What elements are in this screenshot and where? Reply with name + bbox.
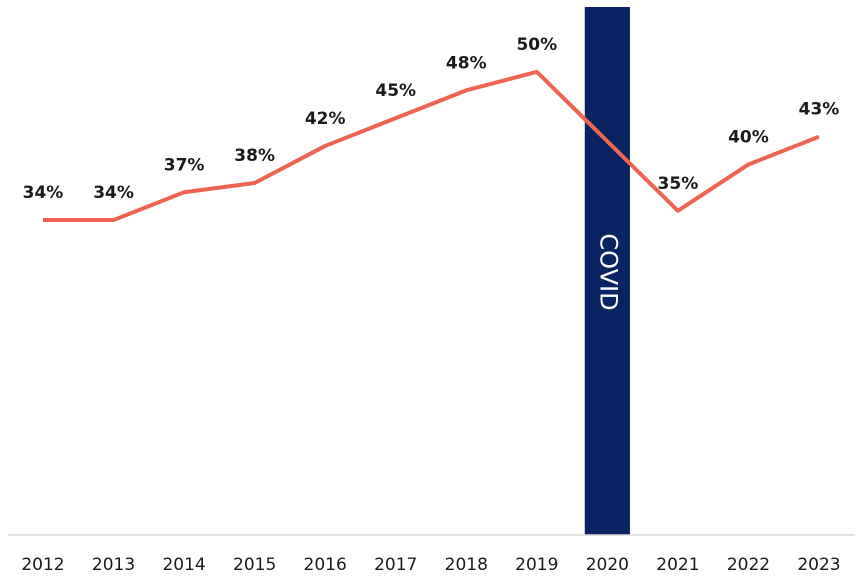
x-tick-label: 2022	[727, 555, 770, 575]
data-label: 37%	[164, 155, 205, 175]
data-label: 45%	[375, 81, 416, 101]
annotation-label: COVID	[594, 233, 622, 310]
x-tick-label: 2019	[515, 555, 558, 575]
data-label: 34%	[23, 183, 64, 203]
data-line	[43, 69, 820, 223]
x-tick-label: 2021	[656, 555, 699, 575]
x-tick-label: 2018	[445, 555, 488, 575]
x-tick-label: 2015	[233, 555, 276, 575]
x-tick-label: 2023	[797, 555, 840, 575]
x-tick-label: 2014	[162, 555, 205, 575]
x-tick-label: 2016	[304, 555, 347, 575]
data-label: 50%	[516, 35, 557, 55]
data-label: 43%	[799, 100, 840, 120]
data-label: 42%	[305, 109, 346, 129]
data-label: 34%	[93, 183, 134, 203]
x-tick-label: 2013	[92, 555, 135, 575]
data-label: 48%	[446, 53, 487, 73]
x-tick-label: 2020	[586, 555, 629, 575]
data-label: 40%	[728, 127, 769, 147]
annotation-band	[584, 7, 630, 535]
x-tick-label: 2017	[374, 555, 417, 575]
x-tick-label: 2012	[21, 555, 64, 575]
data-label: 35%	[658, 174, 699, 194]
data-label: 38%	[234, 146, 275, 166]
